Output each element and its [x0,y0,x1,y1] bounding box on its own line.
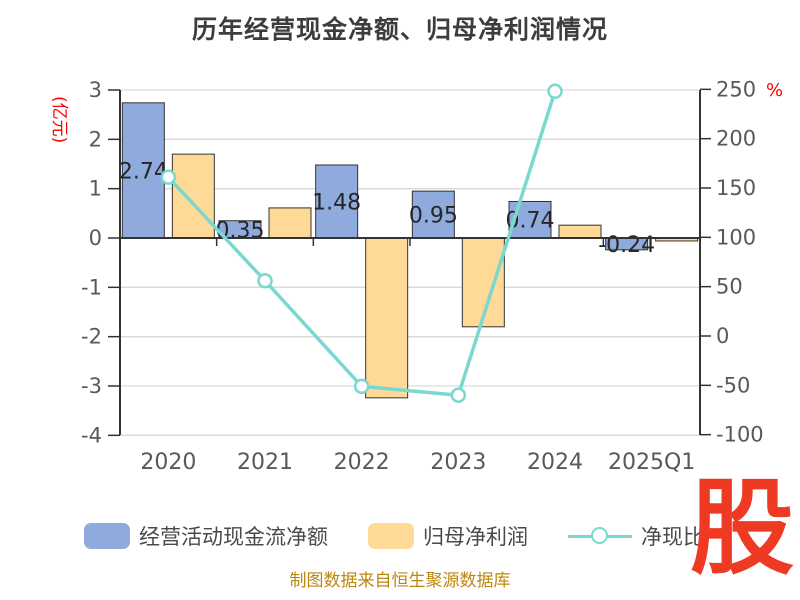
legend-label-ratio: 净现比 [641,525,704,549]
legend-label-profit: 归母净利润 [423,525,528,549]
x-tick-label-2023: 2023 [430,450,486,475]
bar-profit-2024[interactable] [558,224,602,239]
right-tick-label: 150 [716,176,756,200]
legend-swatch-ocf [84,523,130,549]
x-tick-label-2022: 2022 [334,450,390,475]
bar-ocf-2023[interactable] [411,190,455,239]
x-tick-label-2024: 2024 [527,450,583,475]
bar-ocf-2024[interactable] [508,200,552,239]
left-tick-label: -2 [81,325,102,349]
bar-profit-2021[interactable] [268,207,312,239]
bar-profit-2020[interactable] [171,153,215,239]
stock-logo: 股 [690,467,795,589]
legend-item-ocf[interactable]: 经营活动现金流净额 [84,521,328,551]
right-tick-label: 200 [716,127,756,151]
legend: 经营活动现金流净额 归母净利润 净现比 [84,518,704,554]
left-tick-label: 2 [89,127,102,151]
right-tick-label: 250 [716,77,756,101]
left-tick-label: 1 [89,177,102,201]
legend-label-ocf: 经营活动现金流净额 [139,525,328,549]
ratio-point-2020[interactable] [160,169,177,185]
x-tick-label-2025Q1: 2025Q1 [608,450,695,475]
right-tick-label: 100 [716,225,756,249]
ratio-point-2021[interactable] [257,272,273,289]
legend-swatch-profit [368,523,414,549]
x-tick-label-2020: 2020 [140,450,196,475]
left-tick-label: -1 [81,275,102,299]
right-tick-label: -50 [716,373,750,397]
bar-value-label: -0.24 [598,233,655,258]
bar-value-label: 2.74 [119,159,168,184]
ratio-point-2024[interactable] [547,83,563,100]
left-tick-label: -3 [81,374,102,398]
ratio-point-2023[interactable] [450,387,467,403]
line-marker-dot-icon [591,527,608,544]
ratio-point-2022[interactable] [353,378,370,395]
legend-item-ratio[interactable]: 净现比 [568,521,704,551]
bar-ocf-2022[interactable] [315,164,359,239]
bar-ocf-2020[interactable] [121,102,165,239]
legend-item-profit[interactable]: 归母净利润 [368,521,528,551]
right-axis-unit: % [766,80,784,101]
left-tick-label: 0 [89,226,102,250]
bar-value-label: 1.48 [312,190,361,215]
data-source-note: 制图数据来自恒生聚源数据库 [289,571,511,591]
legend-marker-ratio [568,527,632,545]
bar-value-label: 0.95 [409,204,458,229]
chart-title: 历年经营现金净额、归母净利润情况 [191,15,608,44]
right-tick-label: -100 [716,423,764,447]
bar-value-label: 0.35 [216,218,265,243]
left-tick-label: -4 [81,423,102,447]
right-tick-label: 50 [716,275,743,299]
bar-profit-2022[interactable] [365,237,409,399]
right-tick-label: 0 [716,324,729,348]
left-tick-label: 3 [89,78,102,102]
x-tick-label-2021: 2021 [237,450,293,475]
